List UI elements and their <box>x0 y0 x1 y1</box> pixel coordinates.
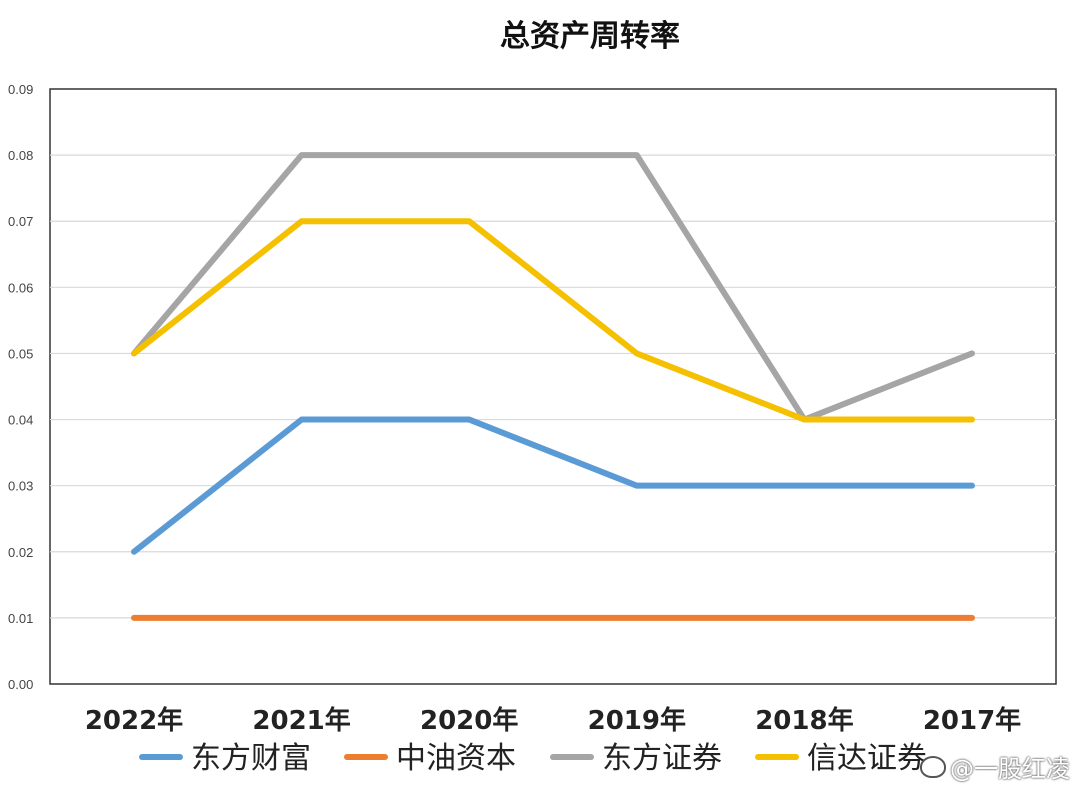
x-tick-label: 2019年 <box>588 705 686 736</box>
y-axis-ticks: 0.00 0.01 0.02 0.03 0.04 0.05 0.06 0.07 0.08 0.09 <box>8 82 33 692</box>
y-tick-label: 0.05 <box>8 346 33 361</box>
x-tick-label: 2022年 <box>85 705 183 736</box>
y-tick-label: 0.03 <box>8 479 33 494</box>
y-tick-label: 0.01 <box>8 611 33 626</box>
y-tick-label: 0.00 <box>8 677 33 692</box>
weibo-icon <box>920 755 946 778</box>
plot-area <box>49 88 1057 685</box>
legend-label: 东方财富 <box>191 741 311 776</box>
chart-title: 总资产周转率 <box>500 19 680 54</box>
y-tick-label: 0.08 <box>8 148 33 163</box>
x-tick-label: 2020年 <box>420 705 518 736</box>
y-tick-label: 0.02 <box>8 545 33 560</box>
legend-label: 中油资本 <box>396 741 516 776</box>
x-tick-label: 2021年 <box>252 705 350 736</box>
series-line-3 <box>131 218 975 423</box>
x-tick-label: 2018年 <box>755 705 853 736</box>
y-tick-label: 0.07 <box>8 214 33 229</box>
watermark-text: @一股红凌 <box>950 755 1070 783</box>
x-tick-label: 2017年 <box>923 705 1021 736</box>
series-lines <box>131 152 975 621</box>
series-line-2 <box>131 152 975 423</box>
y-tick-label: 0.09 <box>8 82 33 97</box>
watermark: @一股红凌 <box>920 749 1070 784</box>
y-tick-label: 0.04 <box>8 413 33 428</box>
x-axis-ticks: 2022年 2021年 2020年 2019年 2018年 2017年 <box>85 705 1021 736</box>
series-line-0 <box>131 416 975 555</box>
legend-label: 东方证券 <box>602 741 722 776</box>
legend: 东方财富 中油资本 东方证券 信达证券 <box>139 741 927 776</box>
legend-label: 信达证券 <box>807 741 927 776</box>
y-tick-label: 0.06 <box>8 280 33 295</box>
